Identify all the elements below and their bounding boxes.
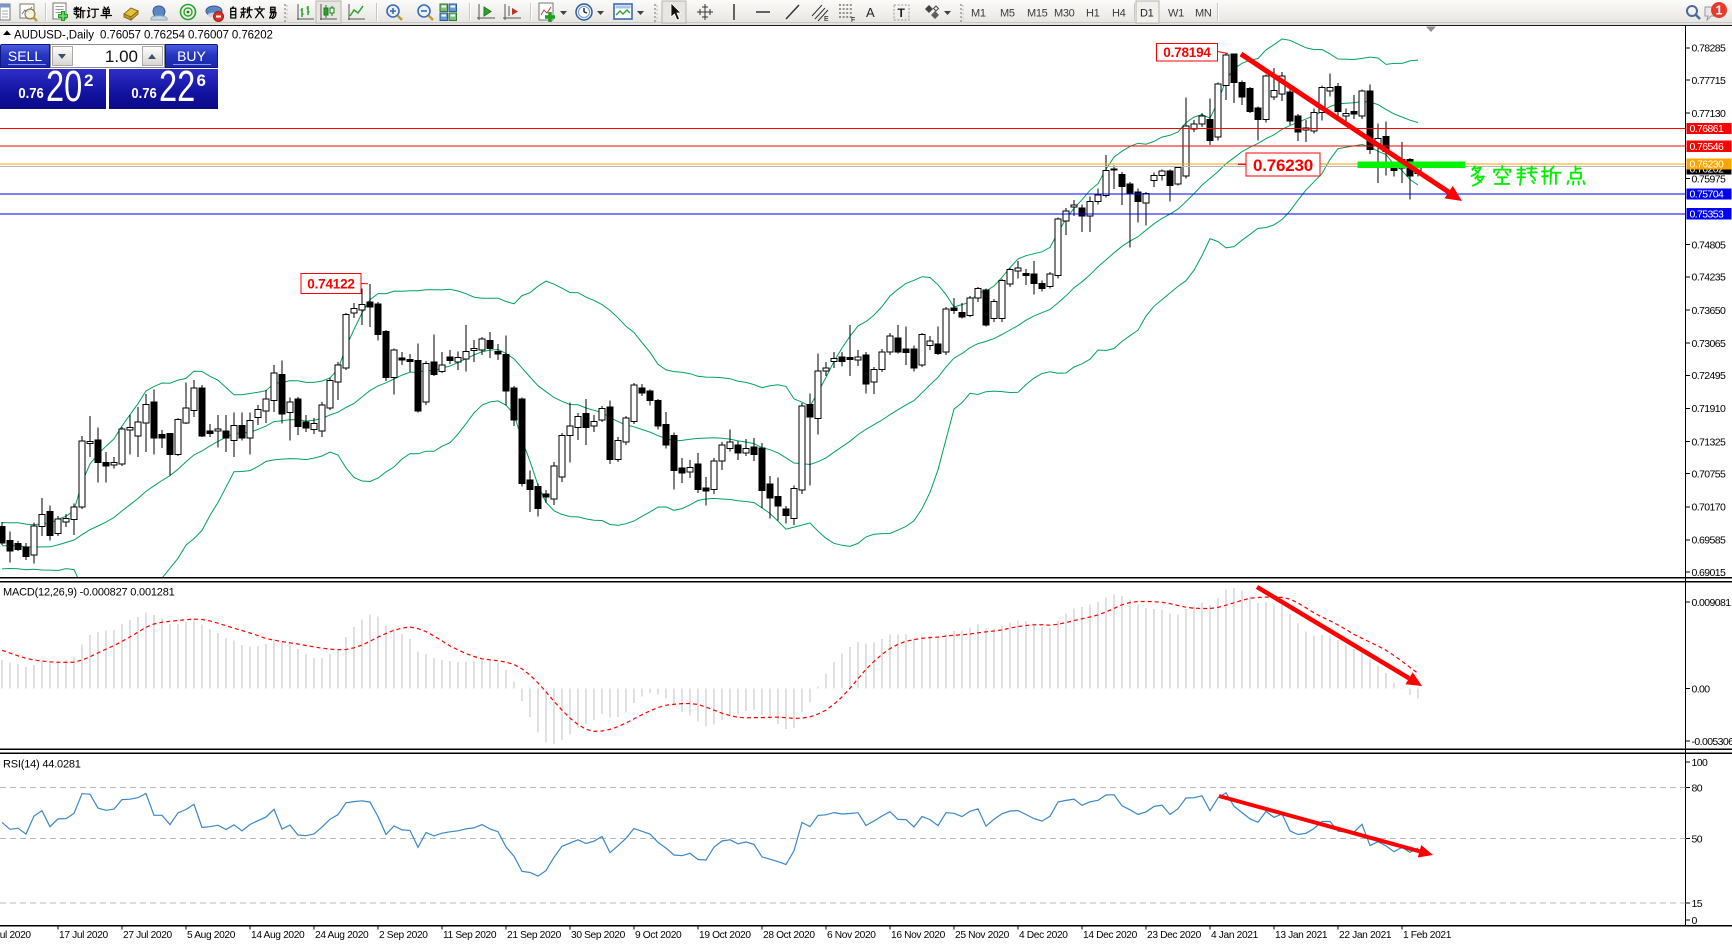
svg-text:0.74122: 0.74122 bbox=[307, 276, 354, 291]
svg-text:0.71325: 0.71325 bbox=[1692, 436, 1727, 448]
svg-text:0.72495: 0.72495 bbox=[1692, 370, 1727, 382]
svg-text:50: 50 bbox=[1692, 833, 1703, 845]
svg-text:14 Dec 2020: 14 Dec 2020 bbox=[1083, 930, 1138, 941]
svg-text:-0.005306: -0.005306 bbox=[1692, 736, 1732, 748]
svg-text:13 Jan 2021: 13 Jan 2021 bbox=[1275, 930, 1328, 941]
svg-text:0.77715: 0.77715 bbox=[1692, 75, 1727, 87]
svg-text:100: 100 bbox=[1692, 757, 1708, 769]
svg-text:0.77130: 0.77130 bbox=[1692, 108, 1727, 120]
svg-text:0.75353: 0.75353 bbox=[1690, 208, 1725, 220]
svg-text:6 Nov 2020: 6 Nov 2020 bbox=[827, 930, 876, 941]
svg-text:M30: M30 bbox=[1054, 8, 1075, 20]
svg-text:1 Feb 2021: 1 Feb 2021 bbox=[1403, 930, 1452, 941]
svg-text:15: 15 bbox=[1692, 898, 1703, 910]
svg-text:0.76546: 0.76546 bbox=[1690, 141, 1725, 153]
svg-text:0.71910: 0.71910 bbox=[1692, 403, 1727, 415]
svg-text:H4: H4 bbox=[1112, 8, 1126, 20]
svg-text:0.009081: 0.009081 bbox=[1692, 597, 1732, 609]
svg-text:H1: H1 bbox=[1086, 8, 1100, 20]
svg-text:19 Oct 2020: 19 Oct 2020 bbox=[699, 930, 751, 941]
svg-text:0.74805: 0.74805 bbox=[1692, 240, 1727, 252]
svg-text:0.73065: 0.73065 bbox=[1692, 338, 1727, 350]
svg-text:0.78194: 0.78194 bbox=[1163, 45, 1211, 60]
svg-text:0.75975: 0.75975 bbox=[1692, 173, 1727, 185]
svg-text:Jul 2020: Jul 2020 bbox=[0, 930, 31, 941]
svg-text:2 Sep 2020: 2 Sep 2020 bbox=[379, 930, 428, 941]
svg-text:21 Sep 2020: 21 Sep 2020 bbox=[507, 930, 562, 941]
svg-text:80: 80 bbox=[1692, 782, 1703, 794]
svg-text:4 Jan 2021: 4 Jan 2021 bbox=[1211, 930, 1259, 941]
svg-text:0.00: 0.00 bbox=[1692, 683, 1711, 695]
svg-text:0.78285: 0.78285 bbox=[1692, 43, 1727, 55]
svg-text:4 Dec 2020: 4 Dec 2020 bbox=[1019, 930, 1068, 941]
svg-text:M15: M15 bbox=[1027, 8, 1048, 20]
svg-text:W1: W1 bbox=[1168, 8, 1184, 20]
svg-text:0.76861: 0.76861 bbox=[1690, 123, 1725, 135]
svg-text:0.70755: 0.70755 bbox=[1692, 469, 1727, 481]
svg-text:0.73650: 0.73650 bbox=[1692, 305, 1727, 317]
svg-text:M1: M1 bbox=[971, 8, 986, 20]
svg-text:AUDUSD-,Daily 0.76057 0.76254: AUDUSD-,Daily 0.76057 0.76254 0.76007 0.… bbox=[14, 30, 273, 42]
svg-text:5 Aug 2020: 5 Aug 2020 bbox=[187, 930, 236, 941]
svg-text:16 Nov 2020: 16 Nov 2020 bbox=[891, 930, 946, 941]
svg-text:E: E bbox=[824, 16, 829, 23]
svg-text:A: A bbox=[866, 5, 875, 20]
svg-text:0: 0 bbox=[1692, 915, 1698, 927]
svg-text:9 Oct 2020: 9 Oct 2020 bbox=[635, 930, 682, 941]
svg-text:27 Jul 2020: 27 Jul 2020 bbox=[123, 930, 173, 941]
svg-text:F: F bbox=[851, 17, 855, 24]
svg-text:17 Jul 2020: 17 Jul 2020 bbox=[59, 930, 109, 941]
svg-text:1: 1 bbox=[1716, 4, 1723, 18]
svg-text:24 Aug 2020: 24 Aug 2020 bbox=[315, 930, 369, 941]
svg-text:0.70170: 0.70170 bbox=[1692, 502, 1727, 514]
svg-text:T: T bbox=[898, 6, 906, 20]
svg-text:D1: D1 bbox=[1140, 8, 1154, 20]
svg-text:0.76230: 0.76230 bbox=[1690, 159, 1725, 171]
svg-text:23 Dec 2020: 23 Dec 2020 bbox=[1147, 930, 1202, 941]
svg-text:MACD(12,26,9) -0.000827 0.0012: MACD(12,26,9) -0.000827 0.001281 bbox=[3, 587, 175, 599]
svg-text:MN: MN bbox=[1195, 8, 1212, 20]
svg-text:0.75704: 0.75704 bbox=[1690, 189, 1725, 201]
svg-text:28 Oct 2020: 28 Oct 2020 bbox=[763, 930, 815, 941]
svg-text:22 Jan 2021: 22 Jan 2021 bbox=[1339, 930, 1392, 941]
svg-text:M5: M5 bbox=[1000, 8, 1015, 20]
svg-text:RSI(14) 44.0281: RSI(14) 44.0281 bbox=[3, 759, 81, 771]
svg-text:0.74235: 0.74235 bbox=[1692, 272, 1727, 284]
svg-text:14 Aug 2020: 14 Aug 2020 bbox=[251, 930, 305, 941]
svg-text:30 Sep 2020: 30 Sep 2020 bbox=[571, 930, 626, 941]
svg-text:0.76230: 0.76230 bbox=[1253, 156, 1313, 175]
svg-text:0.69015: 0.69015 bbox=[1692, 567, 1727, 579]
svg-text:11 Sep 2020: 11 Sep 2020 bbox=[443, 930, 497, 941]
svg-text:25 Nov 2020: 25 Nov 2020 bbox=[955, 930, 1010, 941]
svg-text:0.69585: 0.69585 bbox=[1692, 535, 1727, 547]
